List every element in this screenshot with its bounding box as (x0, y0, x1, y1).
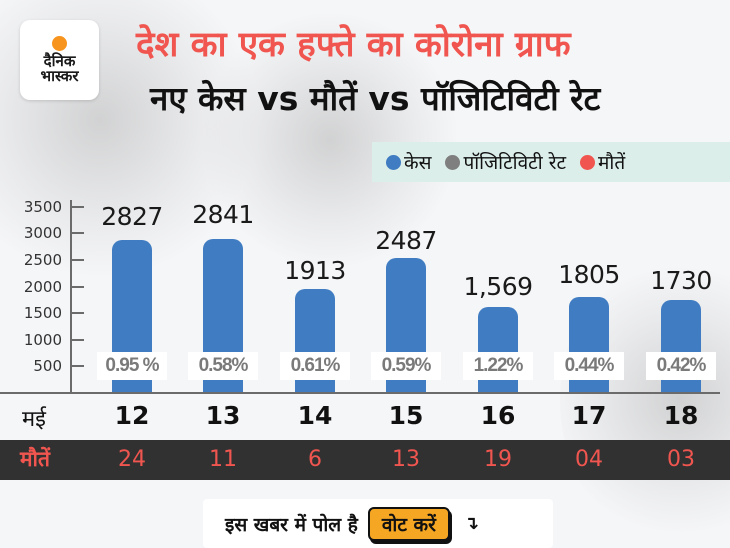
positivity-label: 0.42% (646, 352, 716, 380)
y-axis-line (70, 200, 72, 393)
deaths-value: 24 (118, 447, 146, 472)
bar-value-label: 1805 (558, 260, 620, 289)
date-label: 14 (297, 401, 333, 430)
logo-text-line2: भास्कर (40, 67, 79, 85)
deaths-value: 13 (392, 447, 420, 472)
deaths-label: मौतें (20, 447, 50, 471)
legend-item-positivity: पॉजिटिविटी रेट (445, 149, 566, 175)
deaths-value: 6 (308, 447, 322, 472)
y-tick: 1500 (0, 303, 85, 323)
dainik-bhaskar-logo: दैनिक भास्कर (20, 20, 99, 100)
y-tick: 3000 (0, 223, 85, 243)
date-label: 15 (388, 401, 424, 430)
deaths-value: 03 (667, 447, 695, 472)
y-tick: 3500 (0, 197, 85, 217)
chart-subtitle: नए केस vs मौतें vs पॉजिटिविटी रेट (150, 79, 601, 118)
positivity-label: 0.59% (371, 352, 441, 380)
bar-group-12: 2827 0.95 % (87, 190, 177, 392)
date-label: 18 (663, 401, 699, 430)
y-tick: 2500 (0, 250, 85, 270)
positivity-label: 0.44% (554, 352, 624, 380)
y-tick: 2000 (0, 277, 85, 297)
deaths-value: 19 (484, 447, 512, 472)
deaths-row: मौतें 24 11 6 13 19 04 03 (0, 440, 730, 480)
positivity-label: 0.61% (280, 352, 350, 380)
y-tick: 500 (0, 356, 85, 376)
positivity-label: 0.95 % (97, 352, 167, 380)
bar-group-13: 2841 0.58% (178, 190, 268, 392)
arrow-down-icon: ↴ (463, 513, 479, 534)
legend-label: पॉजिटिविटी रेट (463, 152, 567, 174)
virus-background-art (200, 10, 460, 270)
positivity-label: 1.22% (463, 352, 533, 380)
chart-title: देश का एक हफ्ते का कोरोना ग्राफ (136, 25, 571, 65)
x-axis-line (0, 392, 720, 394)
bar-value-label: 2841 (192, 200, 254, 229)
sun-icon (52, 36, 67, 51)
bar-group-18: 1730 0.42% (636, 190, 726, 392)
month-label: मई (22, 407, 46, 432)
legend-item-cases: केस (386, 149, 431, 175)
chart-legend: केस पॉजिटिविटी रेट मौतें (372, 142, 730, 182)
date-row: मई 12 13 14 15 16 17 18 (0, 395, 730, 440)
legend-label: केस (404, 152, 432, 174)
date-label: 13 (205, 401, 241, 430)
logo-text-line1: दैनिक (43, 52, 76, 70)
gray-dot-icon (445, 154, 461, 170)
bar-group-15: 2487 0.59% (361, 190, 451, 392)
bar-value-label: 1730 (650, 266, 712, 295)
date-label: 12 (114, 401, 150, 430)
red-dot-icon (580, 154, 596, 170)
bar-chart: 3500 3000 2500 2000 1500 1000 500 2827 0… (0, 190, 730, 395)
poll-banner: इस खबर में पोल है वोट करें ↴ (203, 499, 553, 548)
bar-group-17: 1805 0.44% (544, 190, 634, 392)
date-label: 17 (571, 401, 607, 430)
deaths-value: 04 (575, 447, 603, 472)
poll-text: इस खबर में पोल है (225, 513, 358, 536)
blue-dot-icon (386, 154, 401, 170)
bar-group-14: 1913 0.61% (270, 190, 360, 392)
bar-value-label: 1913 (284, 256, 346, 285)
deaths-value: 11 (209, 447, 237, 472)
vote-button[interactable]: वोट करें (367, 506, 450, 541)
positivity-label: 0.58% (188, 352, 258, 380)
y-tick: 1000 (0, 330, 85, 350)
bar-value-label: 1,569 (463, 272, 533, 301)
legend-item-deaths: मौतें (580, 149, 625, 175)
date-label: 16 (480, 401, 516, 430)
bar-value-label: 2827 (101, 202, 163, 231)
bar-value-label: 2487 (375, 226, 437, 255)
bar-group-16: 1,569 1.22% (453, 190, 543, 392)
legend-label: मौतें (598, 152, 626, 174)
